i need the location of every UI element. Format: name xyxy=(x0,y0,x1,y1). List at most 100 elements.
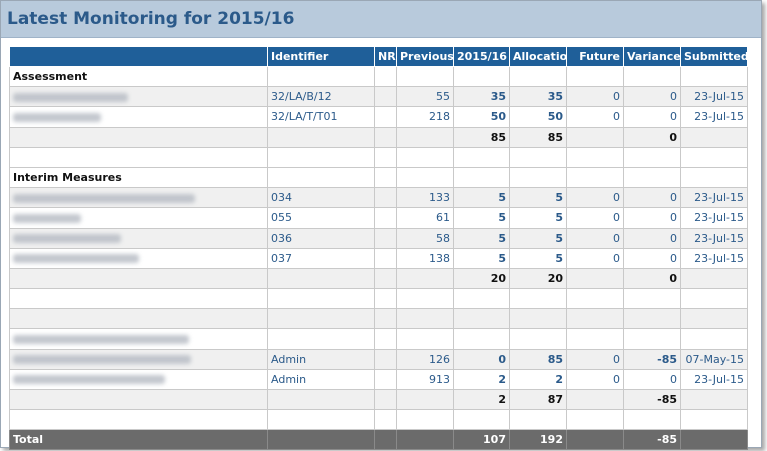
row-identifier: 055 xyxy=(267,207,375,229)
subtotal-allocation: 20 xyxy=(509,267,567,290)
row-previous: 138 xyxy=(396,247,454,269)
row-current: 2 xyxy=(453,368,510,391)
spacer-row xyxy=(9,288,748,310)
row-name-redacted xyxy=(9,187,268,209)
row-current: 5 xyxy=(453,227,510,249)
total-variance: -85 xyxy=(623,429,681,451)
col-header-current: 2015/16 xyxy=(453,46,510,67)
row-variance: 0 xyxy=(623,106,681,128)
row-current: 5 xyxy=(453,187,510,209)
subtotal-current: 20 xyxy=(453,267,510,290)
row-name-redacted xyxy=(9,106,268,128)
row-future: 0 xyxy=(566,368,624,391)
row-identifier: Admin xyxy=(267,348,375,370)
row-allocation: 5 xyxy=(509,207,567,229)
row-allocation: 50 xyxy=(509,106,567,128)
subtotal-variance: -85 xyxy=(623,388,681,411)
row-current: 5 xyxy=(453,207,510,229)
row-future: 0 xyxy=(566,348,624,370)
col-header-nr: NR xyxy=(374,46,397,67)
row-future: 0 xyxy=(566,227,624,249)
table-row[interactable]: Admin 913 2 2 0 0 23-Jul-15 xyxy=(9,368,748,391)
total-row: Total 107 192 -85 xyxy=(9,429,748,451)
row-submitted: 23-Jul-15 xyxy=(680,207,748,229)
row-allocation: 35 xyxy=(509,86,567,108)
row-identifier: Admin xyxy=(267,368,375,391)
row-name-redacted xyxy=(9,86,268,108)
row-variance: 0 xyxy=(623,247,681,269)
col-header-submitted: Submitted xyxy=(680,46,748,67)
table-row[interactable]: 32/LA/T/T01 218 50 50 0 0 23-Jul-15 xyxy=(9,106,748,128)
row-submitted: 23-Jul-15 xyxy=(680,86,748,108)
col-header-allocation: Allocation xyxy=(509,46,567,67)
row-current: 35 xyxy=(453,86,510,108)
subtotal-current: 2 xyxy=(453,388,510,411)
row-previous: 126 xyxy=(396,348,454,370)
row-previous: 55 xyxy=(396,86,454,108)
row-name-redacted xyxy=(9,247,268,269)
row-submitted: 23-Jul-15 xyxy=(680,368,748,391)
row-submitted: 23-Jul-15 xyxy=(680,247,748,269)
section-label-redacted xyxy=(9,328,268,350)
row-identifier: 037 xyxy=(267,247,375,269)
row-variance: 0 xyxy=(623,227,681,249)
row-name-redacted xyxy=(9,227,268,249)
col-header-identifier: Identifier xyxy=(267,46,375,67)
row-identifier: 034 xyxy=(267,187,375,209)
row-future: 0 xyxy=(566,106,624,128)
col-header-name xyxy=(9,46,268,67)
table-row[interactable]: 036 58 5 5 0 0 23-Jul-15 xyxy=(9,227,748,249)
row-future: 0 xyxy=(566,86,624,108)
subtotal-row: 20 20 0 xyxy=(9,267,748,290)
table-row[interactable]: 055 61 5 5 0 0 23-Jul-15 xyxy=(9,207,748,229)
row-submitted: 23-Jul-15 xyxy=(680,106,748,128)
page-title: Latest Monitoring for 2015/16 xyxy=(7,9,295,29)
title-bar: Latest Monitoring for 2015/16 xyxy=(1,1,761,38)
row-variance: 0 xyxy=(623,368,681,391)
subtotal-row: 85 85 0 xyxy=(9,126,748,148)
row-previous: 913 xyxy=(396,368,454,391)
row-identifier: 036 xyxy=(267,227,375,249)
subtotal-allocation: 85 xyxy=(509,126,567,148)
row-submitted: 23-Jul-15 xyxy=(680,187,748,209)
subtotal-variance: 0 xyxy=(623,126,681,148)
row-variance: -85 xyxy=(623,348,681,370)
row-previous: 58 xyxy=(396,227,454,249)
table-row[interactable]: 034 133 5 5 0 0 23-Jul-15 xyxy=(9,187,748,209)
row-current: 5 xyxy=(453,247,510,269)
spacer-row xyxy=(9,308,748,330)
row-future: 0 xyxy=(566,187,624,209)
section-header-assessment: Assessment xyxy=(9,65,748,88)
spacer-row xyxy=(9,409,748,431)
table-row[interactable]: 32/LA/B/12 55 35 35 0 0 23-Jul-15 xyxy=(9,86,748,108)
row-future: 0 xyxy=(566,207,624,229)
row-variance: 0 xyxy=(623,86,681,108)
table-row[interactable]: Admin 126 0 85 0 -85 07-May-15 xyxy=(9,348,748,370)
row-variance: 0 xyxy=(623,187,681,209)
table-row[interactable]: 037 138 5 5 0 0 23-Jul-15 xyxy=(9,247,748,269)
row-name-redacted xyxy=(9,207,268,229)
row-allocation: 5 xyxy=(509,227,567,249)
row-allocation: 5 xyxy=(509,247,567,269)
row-submitted: 07-May-15 xyxy=(680,348,748,370)
col-header-variance: Variance xyxy=(623,46,681,67)
monitoring-table: Identifier NR Previous 2015/16 Allocatio… xyxy=(9,46,748,451)
col-header-future: Future xyxy=(566,46,624,67)
row-previous: 218 xyxy=(396,106,454,128)
row-variance: 0 xyxy=(623,207,681,229)
total-current: 107 xyxy=(453,429,510,451)
section-label: Assessment xyxy=(9,65,268,88)
total-label: Total xyxy=(9,429,268,451)
row-identifier: 32/LA/T/T01 xyxy=(267,106,375,128)
subtotal-row: 2 87 -85 xyxy=(9,388,748,411)
row-name-redacted xyxy=(9,368,268,391)
row-allocation: 5 xyxy=(509,187,567,209)
row-allocation: 2 xyxy=(509,368,567,391)
section-label: Interim Measures xyxy=(9,166,268,189)
spacer-row xyxy=(9,146,748,168)
row-identifier: 32/LA/B/12 xyxy=(267,86,375,108)
row-previous: 133 xyxy=(396,187,454,209)
header-row: Identifier NR Previous 2015/16 Allocatio… xyxy=(9,46,748,67)
row-submitted: 23-Jul-15 xyxy=(680,227,748,249)
